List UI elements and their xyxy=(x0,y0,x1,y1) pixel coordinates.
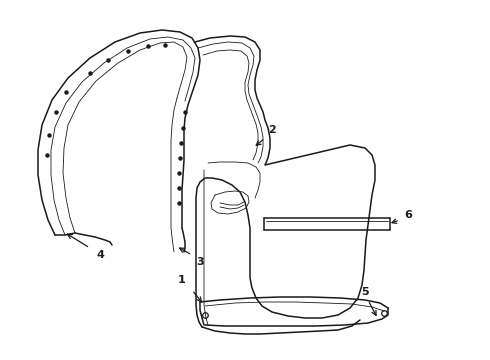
Text: 6: 6 xyxy=(404,210,412,220)
Text: 2: 2 xyxy=(268,125,276,135)
Text: 5: 5 xyxy=(361,287,369,297)
Text: 4: 4 xyxy=(96,250,104,260)
Text: 3: 3 xyxy=(196,257,204,267)
Text: 1: 1 xyxy=(178,275,186,285)
